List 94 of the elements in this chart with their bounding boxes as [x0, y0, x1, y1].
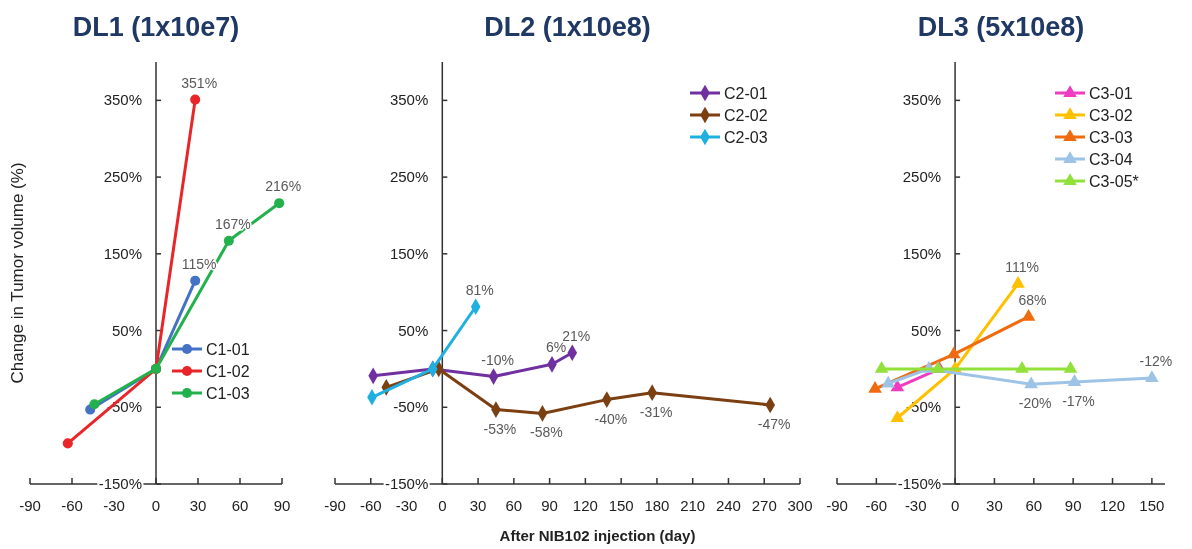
x-tick-label: 210	[680, 497, 706, 514]
legend-label: C1-03	[206, 385, 250, 402]
x-tick-label: 60	[505, 497, 523, 514]
point	[868, 381, 882, 393]
legend-label: C2-03	[724, 129, 768, 146]
legend-label: C3-03	[1089, 129, 1133, 146]
point	[1067, 374, 1082, 386]
x-tick-label: 60	[231, 497, 249, 514]
legend-label: C3-01	[1089, 85, 1133, 102]
x-tick-label: 0	[438, 497, 447, 514]
point	[89, 399, 100, 410]
x-axis-title: After NIB102 injection (day)	[499, 527, 696, 544]
point	[1021, 308, 1036, 321]
point	[1011, 275, 1025, 288]
y-tick-label: 350%	[389, 91, 429, 109]
y-tick-label: 250%	[103, 168, 142, 186]
legend-label: C1-01	[206, 341, 250, 358]
x-tick-label: 120	[1100, 497, 1126, 514]
x-tick-label: 300	[787, 497, 813, 514]
x-tick-label: -30	[103, 497, 125, 514]
data-label: 111%	[1005, 258, 1039, 275]
x-tick-label: 180	[644, 497, 670, 514]
x-tick-label: 150	[1139, 497, 1165, 514]
data-label: -58%	[530, 424, 563, 441]
x-tick-label: 0	[950, 497, 960, 514]
x-tick-label: -30	[395, 497, 418, 514]
data-label: 115%	[181, 255, 217, 272]
y-tick-label: 350%	[103, 91, 142, 109]
x-tick-label: 60	[1025, 497, 1043, 514]
x-tick-label: 240	[715, 497, 741, 514]
point	[946, 346, 961, 359]
y-tick-label: 250%	[902, 168, 942, 186]
y-tick-label: 150%	[902, 244, 942, 262]
point	[190, 275, 201, 286]
y-tick-label: 150%	[103, 244, 142, 262]
x-tick-label: 90	[541, 497, 558, 514]
data-label: -53%	[483, 420, 517, 437]
point	[1145, 370, 1159, 383]
data-label: -17%	[1062, 392, 1095, 409]
data-label: -31%	[639, 403, 673, 420]
x-tick-label: -60	[61, 497, 83, 514]
legend-label: C3-02	[1089, 107, 1133, 124]
data-label: 167%	[214, 215, 251, 232]
y-tick-label: 50%	[111, 321, 142, 339]
data-label: 351%	[181, 74, 218, 91]
legend-label: C2-01	[724, 85, 768, 102]
x-tick-label: 270	[751, 497, 777, 514]
x-tick-label: 150	[608, 497, 634, 514]
x-tick-label: -90	[324, 497, 346, 514]
y-axis-title: Change in Tumor volume (%)	[8, 162, 27, 384]
x-tick-label: 30	[986, 497, 1003, 514]
data-label: -10%	[481, 351, 514, 368]
legend-label: C1-02	[206, 363, 250, 380]
point	[223, 235, 234, 246]
y-tick-label: -50%	[393, 398, 429, 416]
data-label: -47%	[757, 415, 791, 432]
point	[1024, 376, 1038, 389]
point	[890, 410, 905, 422]
point	[1063, 361, 1078, 373]
x-tick-label: 90	[1064, 497, 1082, 514]
point	[881, 375, 895, 388]
x-tick-label: -90	[19, 497, 41, 514]
point	[1015, 361, 1029, 373]
data-label: 68%	[1018, 291, 1047, 308]
x-tick-label: 120	[572, 497, 598, 514]
legend-label: C2-02	[724, 107, 768, 124]
data-label: 21%	[562, 327, 591, 344]
x-tick-label: -30	[904, 497, 927, 514]
point	[874, 361, 889, 373]
point	[190, 94, 201, 105]
chart-title: DL2 (1x10e8)	[484, 12, 651, 42]
y-tick-label: 350%	[902, 91, 942, 109]
x-tick-label: 0	[151, 497, 161, 514]
data-label: 216%	[265, 178, 302, 195]
y-tick-label: 250%	[389, 168, 429, 186]
data-label: 81%	[465, 281, 494, 298]
chart-title: DL1 (1x10e7)	[72, 12, 240, 42]
data-label: -20%	[1018, 395, 1052, 412]
point	[62, 438, 73, 449]
point	[274, 198, 285, 209]
x-tick-label: -90	[826, 497, 848, 514]
data-label: -40%	[594, 410, 628, 427]
x-tick-label: 90	[273, 497, 291, 514]
x-tick-label: -60	[359, 497, 382, 514]
data-label: -12%	[1139, 353, 1173, 370]
y-tick-label: 150%	[389, 244, 429, 262]
legend-label: C3-05*	[1089, 173, 1139, 190]
y-tick-label: 50%	[911, 321, 942, 339]
legend-label: C3-04	[1089, 151, 1133, 168]
x-tick-label: -60	[865, 497, 888, 514]
x-tick-label: 30	[189, 497, 207, 514]
chart-title: DL3 (5x10e8)	[917, 12, 1085, 42]
x-tick-label: 30	[469, 497, 487, 514]
y-tick-label: 50%	[398, 321, 429, 339]
